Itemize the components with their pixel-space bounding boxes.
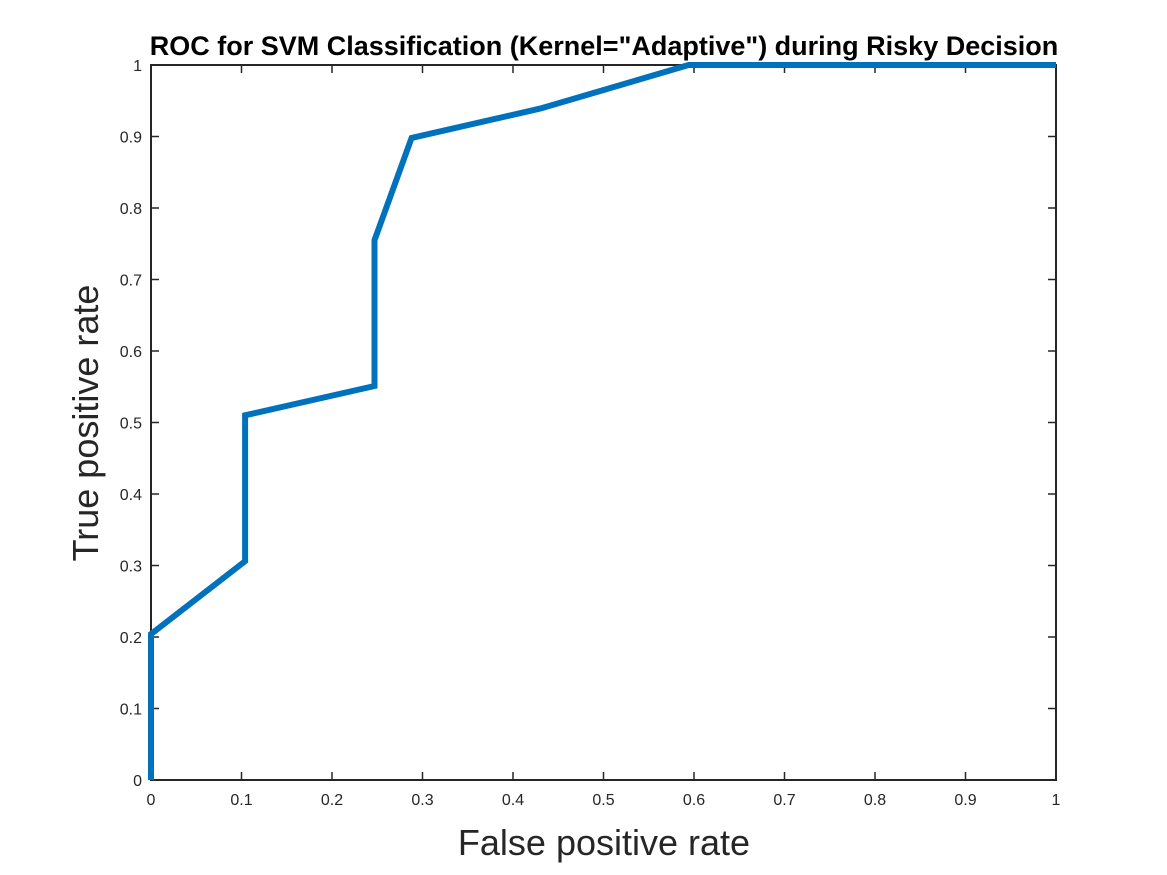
roc-curve-line xyxy=(148,62,1056,780)
y-tick-label: 0.1 xyxy=(120,702,142,719)
x-tick-label: 0.8 xyxy=(864,792,886,809)
y-tick-label: 0.5 xyxy=(120,416,142,433)
x-axis-label: False positive rate xyxy=(458,822,750,863)
y-tick-label: 0.8 xyxy=(120,201,142,218)
y-tick-label: 0 xyxy=(133,773,142,790)
y-tick-label: 0.7 xyxy=(120,273,142,290)
x-tick-label: 0 xyxy=(147,792,156,809)
y-tick-label: 0.3 xyxy=(120,559,142,576)
y-tick-label: 0.2 xyxy=(120,630,142,647)
x-tick-label: 0.5 xyxy=(592,792,614,809)
x-tick-label: 0.1 xyxy=(230,792,252,809)
axes-box xyxy=(150,64,1057,781)
chart-title: ROC for SVM Classification (Kernel="Adap… xyxy=(150,31,1059,61)
x-tick-label: 0.3 xyxy=(411,792,433,809)
y-tick-label: 0.9 xyxy=(120,130,142,147)
x-tick-label: 0.4 xyxy=(502,792,524,809)
y-tick-label: 1 xyxy=(133,58,142,75)
x-tick-label: 1 xyxy=(1052,792,1061,809)
x-tick-label: 0.7 xyxy=(773,792,795,809)
plot-area: 0 0.1 0.2 0.3 0.4 0.5 0.6 0.7 0.8 0.9 1 0 0.1 0.2 0.3 0… xyxy=(120,58,1061,809)
x-tick-label: 0.2 xyxy=(321,792,343,809)
y-axis-label: True positive rate xyxy=(65,285,106,562)
x-tick-label: 0.6 xyxy=(683,792,705,809)
y-tick-label: 0.6 xyxy=(120,344,142,361)
x-tick-label: 0.9 xyxy=(954,792,976,809)
y-tick-label: 0.4 xyxy=(120,487,142,504)
